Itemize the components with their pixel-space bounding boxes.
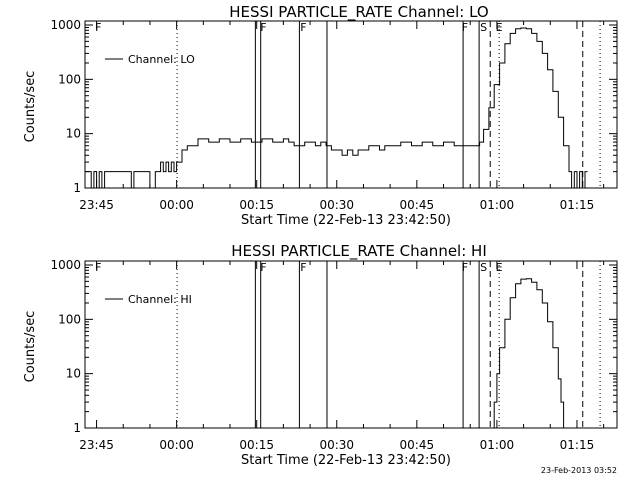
x-tick-label: 23:45 — [79, 198, 114, 212]
x-tick-label: 00:15 — [239, 438, 274, 452]
y-tick-label: 100 — [58, 72, 81, 86]
x-tick-label: 01:15 — [560, 198, 595, 212]
flag-label: F — [462, 261, 468, 274]
lo-channel-panel: HESSI PARTICLE_RATE Channel: LO 1 10 100 100… — [23, 3, 618, 228]
x-tick-label: 00:30 — [319, 438, 354, 452]
y-tick-label: 100 — [58, 312, 81, 326]
x-tick-label: 23:45 — [79, 438, 114, 452]
x-tick-label: 01:15 — [560, 438, 595, 452]
y-tick-label: 1 — [73, 181, 81, 195]
chart-title: HESSI PARTICLE_RATE Channel: HI — [231, 242, 487, 261]
flag-label: F — [260, 261, 266, 274]
flag-label: S — [480, 21, 487, 34]
series-line — [491, 278, 565, 429]
x-tick-label: 00:45 — [400, 198, 435, 212]
y-tick-label: 10 — [66, 127, 81, 141]
flag-label: F — [300, 21, 306, 34]
x-tick-label: 00:00 — [159, 438, 194, 452]
y-axis-label: Counts/sec — [23, 71, 38, 143]
flag-label: F — [300, 261, 306, 274]
x-tick-label: 00:15 — [239, 198, 274, 212]
y-tick-label: 1 — [73, 421, 81, 435]
x-tick-label: 01:00 — [480, 438, 515, 452]
chart-title: HESSI PARTICLE_RATE Channel: LO — [229, 3, 488, 22]
flag-label: F — [95, 261, 101, 274]
series-line — [85, 27, 588, 189]
y-tick-label: 1000 — [50, 18, 81, 32]
x-axis-label: Start Time (22-Feb-13 23:42:50) — [241, 453, 451, 468]
x-axis-label: Start Time (22-Feb-13 23:42:50) — [241, 213, 451, 228]
legend-label: Channel: LO — [128, 53, 195, 66]
flag-label: F — [260, 21, 266, 34]
x-tick-label: 00:30 — [319, 198, 354, 212]
plot-frame — [84, 260, 618, 429]
flag-label: E — [496, 261, 503, 274]
y-axis-label: Counts/sec — [23, 311, 38, 383]
hi-channel-panel: HESSI PARTICLE_RATE Channel: HI 1 10 100 100… — [23, 242, 618, 468]
y-tick-label: 10 — [66, 367, 81, 381]
x-tick-label: 01:00 — [480, 198, 515, 212]
x-tick-label: 00:00 — [159, 198, 194, 212]
flag-label: F — [95, 21, 101, 34]
flag-label: F — [462, 21, 468, 34]
legend-label: Channel: HI — [128, 293, 192, 306]
flag-label: E — [496, 21, 503, 34]
plot-frame — [84, 20, 618, 189]
y-tick-label: 1000 — [50, 258, 81, 272]
flag-label: S — [480, 261, 487, 274]
footer-stamp: 23-Feb-2013 03:52 — [541, 466, 617, 475]
x-tick-label: 00:45 — [400, 438, 435, 452]
